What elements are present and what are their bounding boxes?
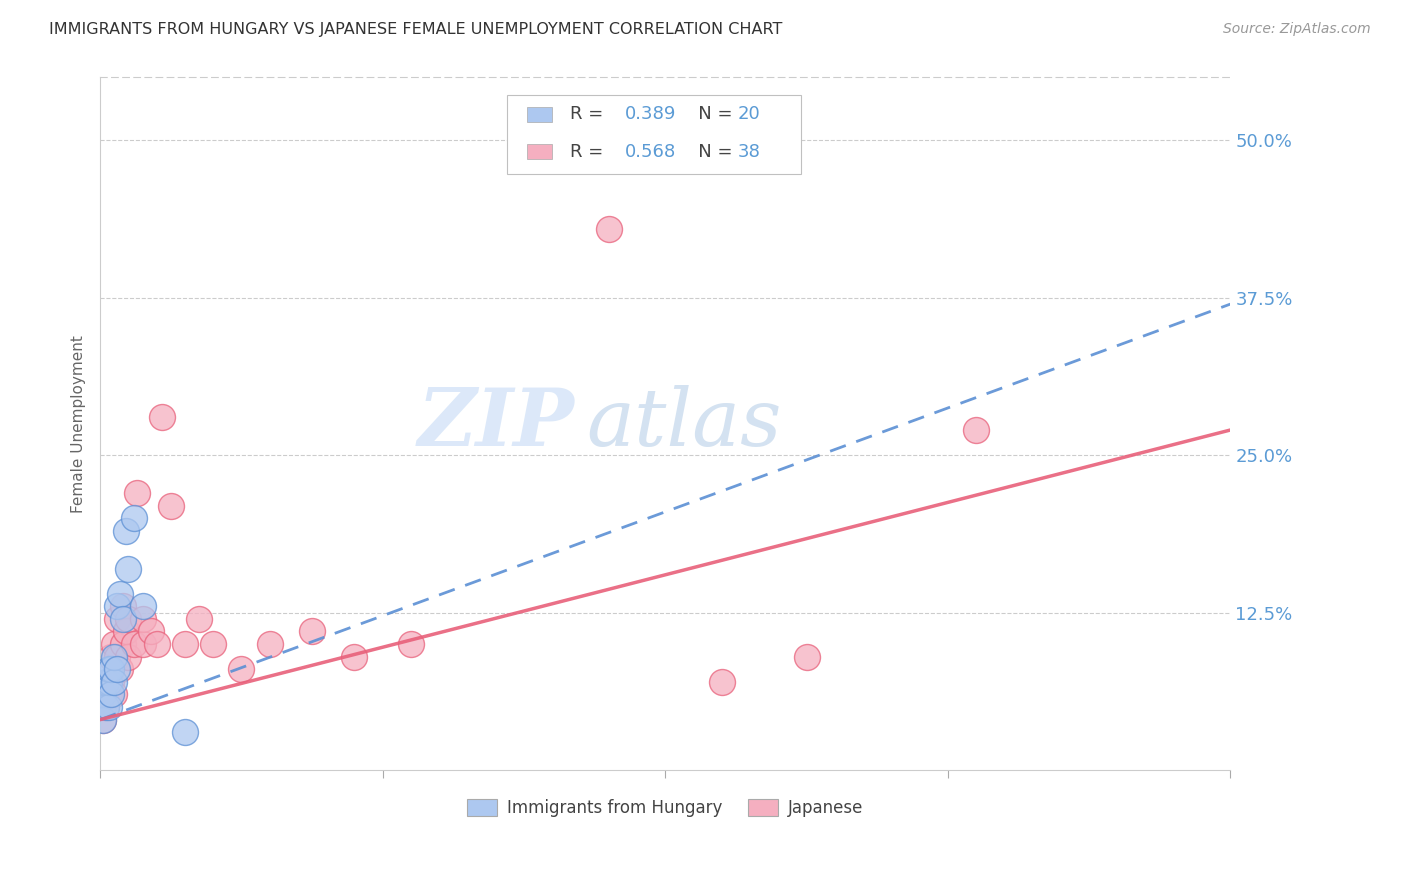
Point bbox=[100, 688, 122, 702]
Point bbox=[103, 674, 125, 689]
Text: ZIP: ZIP bbox=[418, 385, 575, 462]
Point bbox=[103, 649, 125, 664]
Point bbox=[117, 649, 139, 664]
Point bbox=[111, 599, 134, 614]
Point bbox=[145, 637, 167, 651]
Point bbox=[174, 725, 197, 739]
Point bbox=[105, 612, 128, 626]
Point bbox=[97, 674, 120, 689]
Point bbox=[97, 688, 120, 702]
Point bbox=[105, 599, 128, 614]
Point bbox=[965, 423, 987, 437]
Point bbox=[105, 662, 128, 676]
Point bbox=[94, 674, 117, 689]
Point bbox=[159, 499, 181, 513]
Point bbox=[598, 221, 620, 235]
Text: R =: R = bbox=[571, 105, 609, 123]
FancyBboxPatch shape bbox=[527, 106, 553, 122]
Text: R =: R = bbox=[571, 143, 609, 161]
Text: 0.389: 0.389 bbox=[624, 105, 676, 123]
Point bbox=[114, 524, 136, 538]
Text: IMMIGRANTS FROM HUNGARY VS JAPANESE FEMALE UNEMPLOYMENT CORRELATION CHART: IMMIGRANTS FROM HUNGARY VS JAPANESE FEMA… bbox=[49, 22, 783, 37]
Point bbox=[710, 674, 733, 689]
Y-axis label: Female Unemployment: Female Unemployment bbox=[72, 334, 86, 513]
Text: Source: ZipAtlas.com: Source: ZipAtlas.com bbox=[1223, 22, 1371, 37]
FancyBboxPatch shape bbox=[527, 144, 553, 159]
Point bbox=[100, 649, 122, 664]
Point bbox=[94, 688, 117, 702]
Point bbox=[91, 713, 114, 727]
Point bbox=[114, 624, 136, 639]
Point bbox=[111, 637, 134, 651]
Point bbox=[131, 612, 153, 626]
Text: N =: N = bbox=[681, 143, 738, 161]
Point bbox=[131, 637, 153, 651]
Point bbox=[103, 688, 125, 702]
Point bbox=[125, 486, 148, 500]
Point bbox=[150, 410, 173, 425]
Point bbox=[301, 624, 323, 639]
Point bbox=[105, 649, 128, 664]
Point bbox=[117, 612, 139, 626]
FancyBboxPatch shape bbox=[508, 95, 801, 175]
Point bbox=[108, 662, 131, 676]
Point bbox=[91, 688, 114, 702]
Point bbox=[111, 612, 134, 626]
Point bbox=[108, 587, 131, 601]
Point bbox=[122, 511, 145, 525]
Point bbox=[399, 637, 422, 651]
Text: 20: 20 bbox=[738, 105, 761, 123]
Text: atlas: atlas bbox=[586, 385, 782, 462]
Point bbox=[97, 662, 120, 676]
Legend: Immigrants from Hungary, Japanese: Immigrants from Hungary, Japanese bbox=[461, 792, 870, 824]
Point bbox=[202, 637, 225, 651]
Point bbox=[103, 637, 125, 651]
Point bbox=[97, 700, 120, 714]
Point bbox=[94, 700, 117, 714]
Point bbox=[122, 637, 145, 651]
Point bbox=[343, 649, 366, 664]
Point bbox=[117, 561, 139, 575]
Text: N =: N = bbox=[681, 105, 738, 123]
Point bbox=[231, 662, 253, 676]
Point bbox=[100, 674, 122, 689]
Point bbox=[131, 599, 153, 614]
Point bbox=[139, 624, 162, 639]
Point bbox=[796, 649, 818, 664]
Point bbox=[100, 662, 122, 676]
Point bbox=[91, 713, 114, 727]
Point bbox=[259, 637, 281, 651]
Point bbox=[91, 700, 114, 714]
Text: 38: 38 bbox=[738, 143, 761, 161]
Point bbox=[94, 700, 117, 714]
Text: 0.568: 0.568 bbox=[624, 143, 676, 161]
Point bbox=[97, 674, 120, 689]
Point bbox=[174, 637, 197, 651]
Point bbox=[188, 612, 211, 626]
